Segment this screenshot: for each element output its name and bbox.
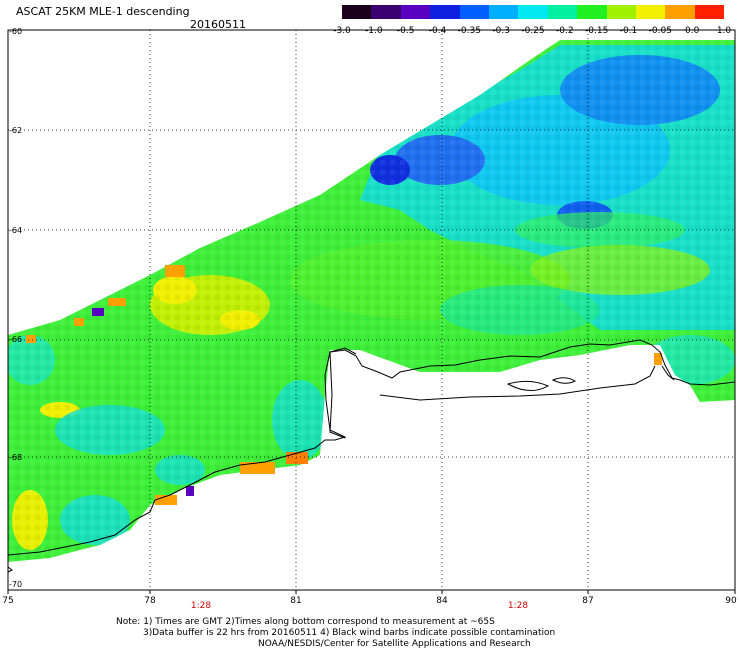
colorbar-swatch-7	[547, 5, 578, 19]
pass-time-2: 1:28	[507, 601, 529, 611]
map-date: 20160511	[190, 18, 246, 31]
colorbar-swatch-5	[488, 5, 519, 19]
pass-time-1: 1:28	[190, 601, 212, 611]
colorbar-label: -0.05	[648, 26, 672, 36]
colorbar-swatch-4	[459, 5, 489, 19]
lon-label-75: 75	[2, 596, 14, 606]
colorbar-swatch-8	[577, 5, 607, 19]
lon-label-84: 84	[436, 596, 448, 606]
colorbar-label: -0.3	[492, 26, 510, 36]
colorbar-label: -0.2	[556, 26, 574, 36]
axis-ticks	[7, 590, 736, 594]
colorbar-labels: -3.0 -1.0 -0.5 -0.4 -0.35 -0.3 -0.25 -0.2 -0.15-…	[330, 26, 740, 38]
colorbar-swatch-0	[342, 5, 372, 19]
footer-note-line1: Note: 1) Times are GMT 2)Times along bot…	[116, 617, 495, 627]
colorbar-label: -0.4	[428, 26, 447, 36]
footer-credit: NOAA/NESDIS/Center for Satellite Applica…	[258, 639, 531, 649]
map-frame	[7, 29, 736, 591]
colorbar-label: -0.15	[585, 26, 609, 36]
colorbar-label: 1.0	[716, 26, 732, 36]
map-title: ASCAT 25KM MLE-1 descending	[16, 5, 190, 18]
colorbar-label: -0.1	[619, 26, 638, 36]
colorbar-swatch-10	[635, 5, 666, 19]
colorbar-swatch-3	[430, 5, 460, 19]
colorbar-label: -3.0	[333, 26, 351, 36]
colorbar-swatch-2	[400, 5, 431, 19]
lon-label-90: 90	[725, 596, 737, 606]
lat-label-70: -70	[9, 580, 23, 589]
colorbar-swatch-6	[518, 5, 548, 19]
colorbar-label: -1.0	[365, 26, 383, 36]
colorbar-label: -0.5	[396, 26, 415, 36]
colorbar-label: -0.25	[521, 26, 545, 36]
lat-label-66: -66	[9, 335, 23, 344]
colorbar-label: -0.35	[457, 26, 481, 36]
colorbar-swatch-9	[606, 5, 636, 19]
colorbar	[342, 5, 725, 19]
lat-label-64: -64	[9, 226, 23, 235]
swath-data	[8, 40, 735, 562]
coastline	[7, 339, 736, 573]
colorbar-label: 0.0	[684, 26, 700, 36]
lat-label-60: -60	[9, 27, 23, 36]
colorbar-swatch-12	[694, 5, 725, 19]
footer-note-line2: 3)Data buffer is 22 hrs from 20160511 4)…	[143, 628, 556, 638]
colorbar-swatch-11	[665, 5, 695, 19]
colorbar-swatch-1	[371, 5, 401, 19]
lat-label-68: -68	[9, 453, 23, 462]
lon-label-81: 81	[290, 596, 302, 606]
lon-label-87: 87	[582, 596, 594, 606]
edge-pixels	[26, 265, 662, 505]
lat-label-62: -62	[9, 126, 23, 135]
lon-label-78: 78	[144, 596, 156, 606]
grid-lines	[8, 30, 735, 590]
